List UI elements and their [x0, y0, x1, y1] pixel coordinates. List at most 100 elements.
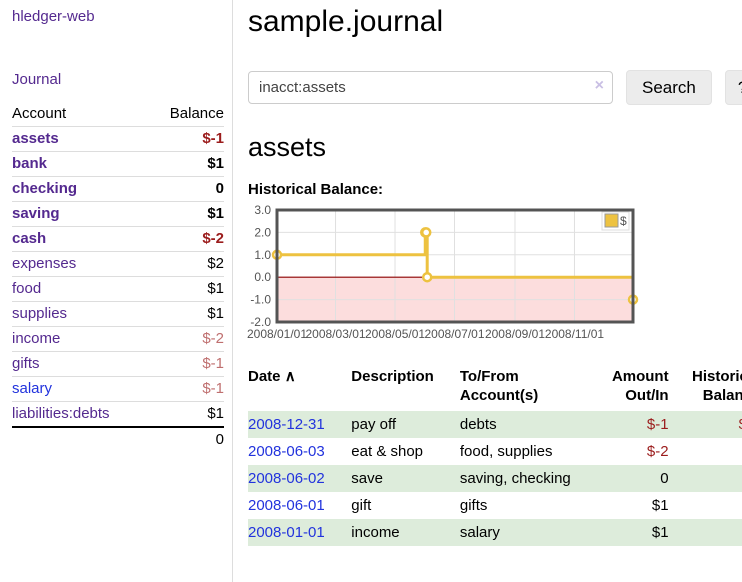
register-header-accounts: To/From Account(s) [459, 368, 539, 404]
accounts-header-balance: Balance [169, 105, 224, 122]
historical-balance-chart: 3.0 2.0 1.0 0.0 -1.0 -2.0 2008/01/01 2008/03/01… [247, 203, 734, 345]
search-box: × [248, 71, 613, 104]
svg-text:0.0: 0.0 [254, 270, 271, 284]
account-row: liabilities:debts $1 [12, 401, 224, 428]
register-row: 2008-01-01 income salary $1$1 [248, 519, 742, 546]
register-header-amount: Amount Out/In [611, 368, 669, 404]
register-row: 2008-06-01 gift gifts $1$2 [248, 492, 742, 519]
account-link[interactable]: liabilities:debts [12, 405, 110, 422]
transaction-date-link[interactable]: 2008-01-01 [248, 524, 325, 541]
register-row: 2008-06-03 eat & shop food, supplies $-20 [248, 438, 742, 465]
svg-text:2008/05/01: 2008/05/01 [365, 327, 425, 341]
account-link[interactable]: gifts [12, 355, 40, 372]
transaction-amount: $1 [651, 497, 669, 514]
app-title-link[interactable]: hledger-web [12, 8, 95, 25]
register-header-date[interactable]: Date ∧ [248, 368, 296, 385]
data-point-marker [420, 227, 432, 238]
svg-text:2008/07/01: 2008/07/01 [424, 327, 484, 341]
transaction-description: pay off [351, 416, 397, 433]
account-link[interactable]: food [12, 280, 42, 297]
y-axis-labels: 3.0 2.0 1.0 0.0 -1.0 -2.0 [250, 203, 271, 329]
account-row: checking 0 [12, 176, 224, 202]
svg-text:-1.0: -1.0 [250, 293, 271, 307]
transaction-balance: $2 [669, 492, 742, 519]
transaction-balance: $2 [669, 465, 742, 492]
transaction-accounts: gifts [459, 497, 488, 514]
transaction-balance: $-1 [669, 411, 742, 438]
account-link[interactable]: bank [12, 155, 48, 172]
main-content: sample.journal × Search ? assets Histori… [233, 0, 742, 582]
accounts-total-row: 0 [12, 427, 224, 452]
transaction-amount: 0 [660, 470, 669, 487]
svg-text:2008/01/01: 2008/01/01 [247, 327, 307, 341]
sidebar: hledger-web Journal Account Balance asse… [0, 0, 233, 582]
account-balance: $1 [207, 405, 224, 422]
sidebar-item-journal[interactable]: Journal [12, 71, 62, 88]
accounts-total-value: 0 [215, 431, 224, 448]
transaction-description: save [351, 470, 383, 487]
svg-text:2.0: 2.0 [254, 225, 271, 239]
account-balance: $-1 [202, 355, 224, 372]
transaction-date-link[interactable]: 2008-12-31 [248, 416, 325, 433]
transaction-description: eat & shop [351, 443, 424, 460]
search-form: × Search ? [248, 70, 742, 105]
svg-text:2008/11/01: 2008/11/01 [545, 327, 604, 341]
svg-text:-2.0: -2.0 [250, 315, 271, 329]
transaction-accounts: salary [459, 524, 500, 541]
account-heading: assets [248, 132, 327, 162]
account-row: income $-2 [12, 326, 224, 352]
account-link[interactable]: checking [12, 180, 78, 197]
account-row: gifts $-1 [12, 351, 224, 377]
transaction-description: income [351, 524, 400, 541]
accounts-header-row: Account Balance [12, 102, 224, 127]
search-input[interactable] [248, 71, 613, 104]
account-link[interactable]: assets [12, 130, 59, 147]
transaction-balance: 0 [669, 438, 742, 465]
register-row: 2008-06-02 save saving, checking 0$2 [248, 465, 742, 492]
account-balance: $2 [207, 255, 224, 272]
transaction-amount: $-1 [646, 416, 669, 433]
transaction-date-link[interactable]: 2008-06-02 [248, 470, 325, 487]
account-row: assets $-1 [12, 126, 224, 152]
account-link[interactable]: expenses [12, 255, 77, 272]
register-table: Date ∧ Description To/From Account(s) Am… [248, 365, 742, 546]
account-balance: $1 [207, 155, 224, 172]
account-balance: $-2 [202, 230, 224, 247]
svg-text:1.0: 1.0 [254, 248, 271, 262]
account-link[interactable]: cash [12, 230, 47, 247]
account-balance: $-1 [202, 380, 224, 397]
svg-text:$: $ [620, 214, 627, 228]
register-header-description: Description [351, 368, 434, 385]
svg-text:2008/03/01: 2008/03/01 [305, 327, 365, 341]
clear-search-icon[interactable]: × [594, 77, 604, 94]
accounts-table: Account Balance assets $-1 bank $1 checking 0… [12, 102, 224, 452]
account-balance: $-2 [202, 330, 224, 347]
account-link[interactable]: income [12, 330, 61, 347]
accounts-header-account: Account [12, 105, 67, 122]
account-link[interactable]: saving [12, 205, 60, 222]
plot-border [275, 208, 635, 324]
page-title: sample.journal [248, 5, 444, 38]
chart-legend: $ [601, 211, 630, 231]
svg-text:3.0: 3.0 [254, 203, 271, 217]
help-button[interactable]: ? [724, 70, 742, 105]
data-point-marker [421, 271, 433, 283]
transaction-accounts: saving, checking [459, 470, 571, 487]
account-balance: $1 [207, 305, 224, 322]
chart-label: Historical Balance: [248, 181, 384, 198]
transaction-balance: $1 [669, 519, 742, 546]
account-link[interactable]: supplies [12, 305, 68, 322]
account-row: cash $-2 [12, 226, 224, 252]
account-row: bank $1 [12, 151, 224, 177]
transaction-date-link[interactable]: 2008-06-03 [248, 443, 325, 460]
transaction-accounts: debts [459, 416, 497, 433]
account-link[interactable]: salary [12, 380, 53, 397]
accounts-total-spacer [12, 427, 148, 452]
account-balance: $-1 [202, 130, 224, 147]
search-button[interactable]: Search [626, 70, 712, 105]
account-row: saving $1 [12, 201, 224, 227]
transaction-date-link[interactable]: 2008-06-01 [248, 497, 325, 514]
transaction-amount: $-2 [646, 443, 669, 460]
